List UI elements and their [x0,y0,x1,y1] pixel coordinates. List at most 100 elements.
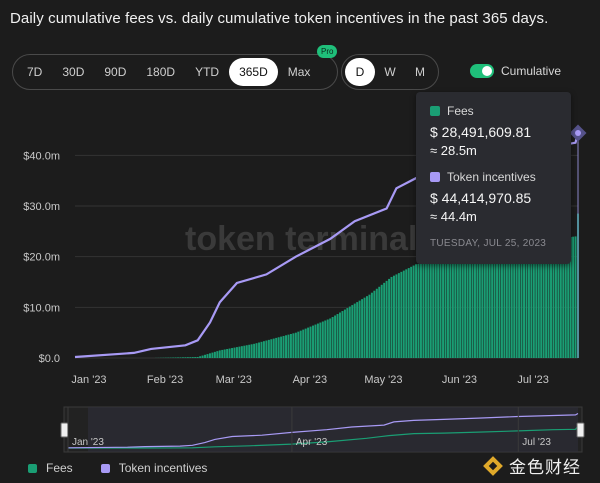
fees-bar [262,341,265,358]
fees-bar [221,349,224,358]
tooltip-fees-approx: ≈ 28.5m [430,143,477,158]
range-button-30d[interactable]: 30D [62,65,85,79]
fees-bar [265,340,268,358]
fees-bar [537,242,540,358]
fees-bar [331,316,334,358]
fees-bar [437,261,440,358]
navigator-tick-label: Apr '23 [296,437,328,448]
x-axis-ticks: Jan '23 Feb '23 Mar '23 Apr '23 May '23 Jun '… [71,374,548,386]
fees-bar [186,357,189,358]
fees-bar [375,288,378,358]
fees-bar [562,237,565,358]
fees-bar [500,249,503,358]
legend-incentives-swatch [100,463,110,473]
fees-bar [388,278,391,358]
fees-bar [341,311,344,358]
x-tick-label: Feb '23 [147,374,183,386]
fees-bar [248,344,251,358]
fees-bar [527,244,530,358]
fees-bar [285,335,287,358]
fees-bar [439,261,442,358]
hover-tooltip: Fees $ 28,491,609.81 ≈ 28.5m Token incen… [416,92,571,264]
brand-logo-icon [483,455,503,476]
fees-bar [510,247,513,358]
navigator-right-handle[interactable] [576,422,585,438]
fees-bar [564,237,567,358]
fees-bar [424,263,427,358]
fees-bar [552,238,555,358]
fees-bar [410,266,413,358]
cumulative-toggle[interactable] [470,64,494,78]
legend-item-fees[interactable]: Fees [28,461,73,475]
fees-bar [326,319,329,358]
fees-bar [270,339,273,358]
fees-bar [429,262,432,358]
fees-bar [366,296,368,358]
fees-bar [402,270,405,358]
fees-bar [339,312,341,358]
fees-bar [312,325,314,358]
fees-bar [204,354,207,358]
fees-bars [154,213,579,358]
fees-bar [390,276,393,358]
fees-bar [297,331,300,358]
fees-bar [191,357,194,358]
fees-bar [422,263,425,358]
fees-bar [417,263,420,358]
fees-bar [449,259,452,358]
hover-marker-dot [575,130,581,137]
interval-button-monthly[interactable]: M [415,65,425,79]
fees-bar [294,332,297,358]
fees-bar [545,240,548,358]
fees-bar [199,356,202,358]
fees-bar [282,335,285,358]
pro-badge: Pro [317,45,338,58]
y-tick-label: $40.0m [23,150,60,162]
fees-bar [395,274,398,358]
fees-bar [498,250,501,358]
fees-bar [223,349,226,358]
legend-fees-label: Fees [46,461,73,475]
fees-bar [464,256,467,358]
fees-bar [427,262,430,358]
range-button-max[interactable]: Max [287,65,311,79]
fees-bar [275,337,278,358]
fees-bar [250,344,253,358]
range-button-180d[interactable]: 180D [146,65,176,79]
range-button-365d[interactable]: 365D [229,58,278,86]
fees-bar [361,299,364,358]
fees-bar [554,238,557,358]
fees-bar [260,341,263,358]
tooltip-incentives-row: Token incentives [430,170,557,184]
fees-bar [520,245,523,358]
tooltip-fees-value: $ 28,491,609.81 [430,124,532,140]
fees-bar [550,239,552,358]
fees-bar [478,254,481,358]
fees-bar [540,241,543,358]
range-button-ytd[interactable]: YTD [195,65,220,79]
fees-bar [383,282,386,358]
navigator-incentives-line [67,412,579,449]
fees-bar [336,314,339,358]
navigator-left-handle[interactable] [60,422,69,438]
x-tick-label: May '23 [364,374,402,386]
y-tick-label: $30.0m [23,201,60,213]
interval-button-weekly[interactable]: W [384,65,396,79]
fees-bar [432,262,435,358]
legend-item-incentives[interactable]: Token incentives [100,461,207,475]
fees-bar [419,263,422,358]
range-navigator[interactable]: Jan '23 Apr '23 Jul '23 [60,406,585,453]
fees-bar [415,264,418,358]
fees-bar [321,321,324,358]
fees-bar [189,357,192,358]
fees-bar [525,244,528,358]
fees-bar [451,259,454,358]
fees-bar [287,334,290,358]
range-button-7d[interactable]: 7D [27,65,43,79]
range-button-90d[interactable]: 90D [104,65,127,79]
fees-bar [496,250,499,358]
fees-bar [309,326,312,358]
fees-bar [226,348,229,358]
interval-button-daily[interactable]: D [345,58,375,86]
fees-bar [218,350,221,358]
